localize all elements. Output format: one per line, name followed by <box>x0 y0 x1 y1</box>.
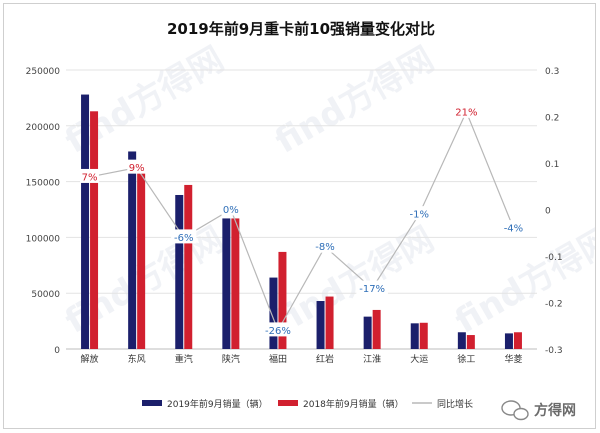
bar-2018-5 <box>325 296 334 349</box>
bar-2018-9 <box>513 332 522 349</box>
growth-rate-label: 7% <box>82 172 98 183</box>
bar-2018-0 <box>90 111 99 350</box>
x-axis-category-label: 红岩 <box>316 353 334 365</box>
plot-area: 0 50000 100000 150000 200000 250000 0.3 0.2 0.1 0… <box>26 67 563 365</box>
bar-2018-4 <box>278 251 287 349</box>
brand-watermark: 方得网 <box>501 400 576 421</box>
growth-label-background <box>80 168 99 183</box>
x-axis-category-label: 江淮 <box>363 354 381 365</box>
y2-axis-tick-label: 0 <box>545 207 551 217</box>
bar-2018-1 <box>137 168 146 349</box>
bar-2019-9 <box>504 333 513 349</box>
y2-axis-tick-label: 0.3 <box>545 67 559 77</box>
growth-label-background <box>312 238 338 253</box>
growth-rate-label: -17% <box>359 284 385 295</box>
watermark-text: find方得网 <box>269 39 441 162</box>
x-axis-category-label: 解放 <box>81 353 99 365</box>
legend-label-2019: 2019年前9月销量（辆） <box>167 398 268 410</box>
growth-rate-label: -4% <box>504 224 523 235</box>
bar-2019-7 <box>410 323 419 349</box>
wechat-icon <box>501 400 529 421</box>
legend-swatch-2018 <box>278 400 298 406</box>
y-axis-tick-label: 0 <box>54 346 60 356</box>
y2-axis-tick-label: -0.2 <box>545 300 563 310</box>
x-axis-category-label: 东风 <box>128 353 146 365</box>
bar-2019-2 <box>175 194 184 349</box>
growth-rate-label: -6% <box>174 233 193 244</box>
chart-frame: find方得网 find方得网 find方得网 find方得网 find方得网 2019… <box>3 3 600 429</box>
growth-rate-line <box>89 110 515 332</box>
bar-2018-3 <box>231 218 240 349</box>
x-axis-category-label: 大运 <box>410 353 428 365</box>
y2-axis-tick-label: 0.1 <box>545 160 559 170</box>
growth-rate-label: -1% <box>410 210 429 221</box>
legend-label-2018: 2018年前9月销量（辆） <box>303 398 404 410</box>
bar-2018-2 <box>184 184 193 349</box>
x-axis-category-label: 福田 <box>269 353 287 365</box>
bar-2019-0 <box>81 94 90 349</box>
growth-rate-label: -8% <box>315 242 334 253</box>
y2-axis-tick-label: -0.3 <box>545 346 563 356</box>
y-axis-tick-label: 250000 <box>26 67 61 77</box>
growth-label-background <box>406 206 432 221</box>
bar-2019-6 <box>363 316 372 349</box>
y2-axis-tick-label: 0.2 <box>545 114 559 124</box>
growth-label-background <box>171 229 197 244</box>
x-axis-category-label: 华菱 <box>504 353 522 365</box>
growth-rate-label: 0% <box>223 205 239 216</box>
chart-title: 2019年前9月重卡前10强销量变化对比 <box>167 20 435 38</box>
y-axis-tick-label: 100000 <box>26 234 61 244</box>
legend-swatch-2019 <box>142 400 162 406</box>
growth-rate-label: -26% <box>265 326 291 337</box>
bar-2018-6 <box>372 309 381 349</box>
bar-2018-8 <box>466 335 475 349</box>
growth-label-background <box>262 322 294 337</box>
y-axis-tick-label: 200000 <box>26 123 61 133</box>
bar-2019-3 <box>222 218 231 349</box>
growth-rate-label: 21% <box>455 107 477 118</box>
growth-label-background <box>453 103 479 118</box>
growth-label-background <box>500 220 527 235</box>
x-axis-category-label: 徐工 <box>457 353 475 365</box>
y2-axis-tick-label: -0.1 <box>545 253 563 263</box>
growth-rate-label: 9% <box>129 163 145 174</box>
growth-label-background <box>221 201 241 216</box>
bar-2019-5 <box>316 301 325 349</box>
y-axis-tick-label: 50000 <box>31 290 60 300</box>
bar-2019-8 <box>457 332 466 349</box>
bar-2018-7 <box>419 322 428 349</box>
brand-watermark-text: 方得网 <box>534 402 576 419</box>
bar-2019-4 <box>269 277 278 349</box>
growth-label-background <box>356 280 388 295</box>
x-axis-category-label: 陕汽 <box>222 353 240 365</box>
legend-label-growth: 同比增长 <box>437 398 473 410</box>
legend: 2019年前9月销量（辆） 2018年前9月销量（辆） 同比增长 <box>142 398 473 410</box>
growth-label-background <box>127 159 147 174</box>
y-axis-tick-label: 150000 <box>26 179 61 189</box>
bar-2019-1 <box>128 151 137 349</box>
x-axis-category-label: 重汽 <box>175 353 193 365</box>
